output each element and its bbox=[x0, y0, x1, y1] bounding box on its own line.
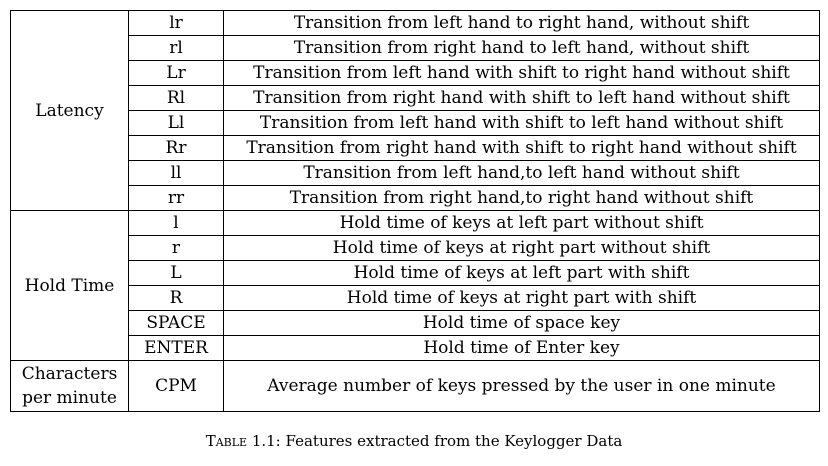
table-row: R Hold time of keys at right part with s… bbox=[11, 285, 820, 311]
feature-code: Rl bbox=[128, 85, 224, 111]
table-row: Hold Time l Hold time of keys at left pa… bbox=[10, 210, 820, 361]
group-cpm: Characters per minute bbox=[10, 360, 129, 412]
feature-code: CPM bbox=[128, 360, 224, 412]
feature-description: Hold time of Enter key bbox=[223, 335, 820, 361]
feature-description: Transition from right hand to left hand,… bbox=[223, 35, 820, 61]
table-row: SPACE Hold time of space key bbox=[11, 310, 820, 336]
feature-code: Rr bbox=[128, 135, 224, 161]
feature-description: Transition from left hand with shift to … bbox=[223, 60, 820, 86]
table-caption: Table 1.1: Features extracted from the K… bbox=[0, 432, 828, 450]
table-row: r Hold time of keys at right part withou… bbox=[11, 235, 820, 261]
group-cpm-line2: per minute bbox=[22, 388, 117, 408]
feature-code: lr bbox=[128, 10, 224, 36]
feature-code: ll bbox=[128, 160, 224, 186]
feature-code: Lr bbox=[128, 60, 224, 86]
feature-description: Transition from left hand,to left hand w… bbox=[223, 160, 820, 186]
feature-description: Transition from right hand with shift to… bbox=[223, 135, 820, 161]
feature-description: Hold time of keys at right part without … bbox=[223, 235, 820, 261]
feature-description: Transition from right hand,to right hand… bbox=[223, 185, 820, 211]
feature-code: rl bbox=[128, 35, 224, 61]
table-row: rl Transition from right hand to left ha… bbox=[11, 35, 820, 61]
feature-description: Transition from left hand to right hand,… bbox=[223, 10, 820, 36]
feature-code: l bbox=[128, 210, 224, 236]
table-row: Latency lr Transition from left hand to … bbox=[10, 10, 820, 211]
table-row: Lr Transition from left hand with shift … bbox=[11, 60, 820, 86]
feature-description: Hold time of keys at right part with shi… bbox=[223, 285, 820, 311]
feature-description: Hold time of keys at left part without s… bbox=[223, 210, 820, 236]
feature-code: R bbox=[128, 285, 224, 311]
feature-code: SPACE bbox=[128, 310, 224, 336]
table-row: L Hold time of keys at left part with sh… bbox=[11, 260, 820, 286]
table-row: ll Transition from left hand,to left han… bbox=[11, 160, 820, 186]
feature-description: Average number of keys pressed by the us… bbox=[223, 360, 820, 412]
table-row: rr Transition from right hand,to right h… bbox=[11, 185, 820, 211]
caption-text: Features extracted from the Keylogger Da… bbox=[285, 432, 623, 450]
group-latency: Latency bbox=[10, 10, 129, 211]
table-row: Characters per minute CPM Average number … bbox=[10, 360, 820, 412]
feature-code: Ll bbox=[128, 110, 224, 136]
feature-description: Transition from right hand with shift to… bbox=[223, 85, 820, 111]
features-table: Latency lr Transition from left hand to … bbox=[10, 10, 820, 412]
table-row: ENTER Hold time of Enter key bbox=[11, 335, 820, 361]
group-hold-time: Hold Time bbox=[10, 210, 129, 361]
table-row: Rr Transition from right hand with shift… bbox=[11, 135, 820, 161]
feature-code: L bbox=[128, 260, 224, 286]
feature-description: Hold time of keys at left part with shif… bbox=[223, 260, 820, 286]
feature-code: ENTER bbox=[128, 335, 224, 361]
caption-label: Table 1.1: bbox=[205, 432, 281, 450]
group-cpm-line1: Characters bbox=[21, 364, 118, 384]
feature-code: rr bbox=[128, 185, 224, 211]
table-row: Rl Transition from right hand with shift… bbox=[11, 85, 820, 111]
feature-description: Transition from left hand with shift to … bbox=[223, 110, 820, 136]
feature-description: Hold time of space key bbox=[223, 310, 820, 336]
feature-code: r bbox=[128, 235, 224, 261]
table-row: Ll Transition from left hand with shift … bbox=[11, 110, 820, 136]
